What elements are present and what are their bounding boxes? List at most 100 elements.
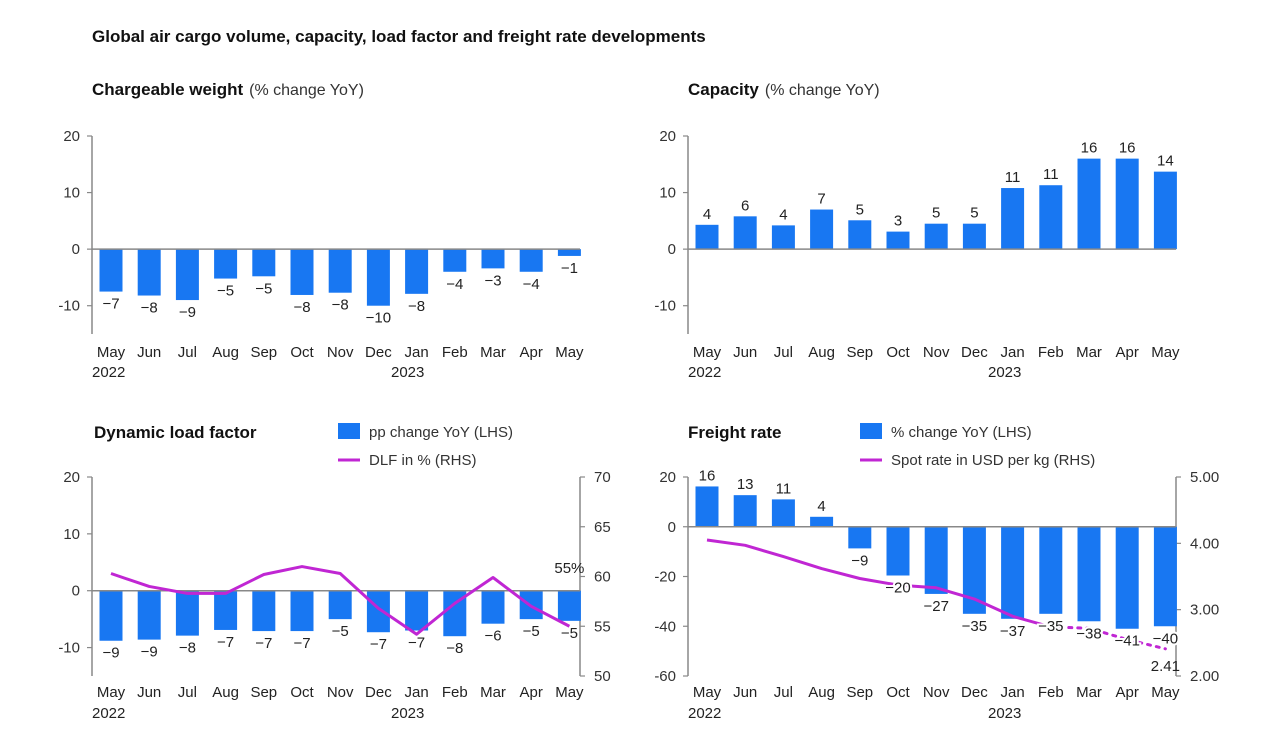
freight-y-tick-label: 20 bbox=[659, 469, 676, 486]
chargeable-y-tick-label: 10 bbox=[63, 185, 80, 202]
dlf-legend-bar-swatch bbox=[338, 423, 360, 439]
capacity-data-label: 3 bbox=[894, 213, 902, 230]
freight-bar bbox=[848, 526, 872, 549]
freight-y-tick-label: -60 bbox=[654, 668, 676, 685]
chargeable-year-label: 2022 bbox=[92, 364, 125, 381]
dlf-data-label: −8 bbox=[446, 640, 463, 657]
freight-data-label: 4 bbox=[817, 498, 825, 515]
freight-year-label: 2022 bbox=[688, 705, 721, 722]
capacity-bar bbox=[810, 209, 834, 250]
dlf-year-label: 2023 bbox=[391, 705, 424, 722]
freight-plot: 20 0 -20 -40 -60 5.00 4.00 3.00 2.00 2.41 16 13 11 4 −… bbox=[654, 467, 1219, 722]
freight-year-label: 2023 bbox=[988, 705, 1021, 722]
capacity-year-label: 2023 bbox=[988, 364, 1021, 381]
freight-legend: % change YoY (LHS) Spot rate in USD per … bbox=[860, 423, 1095, 469]
chargeable-bar bbox=[99, 249, 123, 292]
capacity-y-tick-label: -10 bbox=[654, 298, 676, 315]
dlf-x-tick-label: Mar bbox=[480, 684, 506, 701]
capacity-x-tick-label: Aug bbox=[808, 344, 835, 361]
chargeable-data-label: −4 bbox=[446, 276, 463, 293]
chargeable-data-label: −8 bbox=[293, 299, 310, 316]
chargeable-title: Chargeable weight bbox=[92, 80, 243, 99]
chargeable-x-tick-label: Oct bbox=[290, 344, 314, 361]
chargeable-x-tick-label: Jan bbox=[405, 344, 429, 361]
chargeable-x-tick-label: Aug bbox=[212, 344, 239, 361]
capacity-x-tick-label: Mar bbox=[1076, 344, 1102, 361]
freight-x-tick-label: Oct bbox=[886, 684, 910, 701]
chargeable-bar bbox=[137, 249, 161, 296]
capacity-bar bbox=[924, 223, 948, 250]
chargeable-data-label: −8 bbox=[408, 298, 425, 315]
chargeable-data-label: −7 bbox=[102, 296, 119, 313]
dlf-y-tick-label: 0 bbox=[72, 583, 80, 600]
dlf-bar bbox=[252, 590, 276, 632]
capacity-bar bbox=[771, 225, 795, 250]
capacity-data-label: 6 bbox=[741, 197, 749, 214]
capacity-x-tick-label: May bbox=[693, 344, 722, 361]
dlf-bar bbox=[99, 590, 123, 641]
freight-legend-bar-label: % change YoY (LHS) bbox=[891, 424, 1032, 441]
chargeable-bar bbox=[481, 249, 505, 269]
dlf-bar bbox=[328, 590, 352, 620]
freight-x-tick-label: Aug bbox=[808, 684, 835, 701]
chargeable-bar bbox=[328, 249, 352, 293]
capacity-data-label: 14 bbox=[1157, 153, 1174, 170]
freight-data-label: 16 bbox=[699, 467, 716, 484]
dlf-data-label: −5 bbox=[561, 625, 578, 642]
dlf-year-label: 2022 bbox=[92, 705, 125, 722]
panel-title-capacity: Capacity (% change YoY) bbox=[688, 80, 880, 99]
dlf-bar bbox=[481, 590, 505, 624]
chargeable-x-tick-label: May bbox=[555, 344, 584, 361]
dlf-data-label: −5 bbox=[523, 623, 540, 640]
dlf-x-tick-label: Feb bbox=[442, 684, 468, 701]
chargeable-y-tick-label: 20 bbox=[63, 128, 80, 145]
capacity-title: Capacity bbox=[688, 80, 759, 99]
chargeable-data-label: −3 bbox=[484, 272, 501, 289]
capacity-data-label: 7 bbox=[817, 191, 825, 208]
capacity-x-tick-label: Oct bbox=[886, 344, 910, 361]
dlf-bar bbox=[405, 590, 429, 631]
freight-data-label: −38 bbox=[1076, 625, 1101, 642]
chargeable-bar bbox=[290, 249, 314, 295]
chargeable-x-tick-label: Mar bbox=[480, 344, 506, 361]
dlf-legend: pp change YoY (LHS) DLF in % (RHS) bbox=[338, 423, 513, 469]
freight-line-end-label: 2.41 bbox=[1151, 658, 1180, 675]
freight-data-label: −27 bbox=[923, 598, 948, 615]
chargeable-data-label: −4 bbox=[523, 276, 540, 293]
freight-x-tick-label: May bbox=[693, 684, 722, 701]
freight-y-tick-label: -40 bbox=[654, 618, 676, 635]
chargeable-bar bbox=[252, 249, 276, 277]
dlf-y-tick-label: 10 bbox=[63, 526, 80, 543]
dlf-data-label: −7 bbox=[217, 634, 234, 651]
dlf-y2-tick-label: 70 bbox=[594, 469, 611, 486]
dlf-x-tick-label: Dec bbox=[365, 684, 392, 701]
capacity-bar bbox=[1077, 158, 1101, 250]
capacity-x-tick-label: Sep bbox=[846, 344, 873, 361]
capacity-bar bbox=[695, 224, 719, 250]
chargeable-bar bbox=[366, 249, 390, 306]
chargeable-x-tick-label: Feb bbox=[442, 344, 468, 361]
capacity-bar bbox=[848, 220, 872, 250]
freight-y2-tick-label: 2.00 bbox=[1190, 668, 1219, 685]
chargeable-subtitle: (% change YoY) bbox=[249, 82, 364, 99]
capacity-data-label: 5 bbox=[932, 205, 940, 222]
freight-y-tick-label: 0 bbox=[668, 519, 676, 536]
freight-x-tick-label: Mar bbox=[1076, 684, 1102, 701]
dlf-x-tick-label: Nov bbox=[327, 684, 354, 701]
freight-bar bbox=[810, 516, 834, 527]
capacity-x-tick-label: Feb bbox=[1038, 344, 1064, 361]
freight-y-tick-label: -20 bbox=[654, 569, 676, 586]
freight-x-tick-label: May bbox=[1151, 684, 1180, 701]
dlf-data-label: −7 bbox=[255, 635, 272, 652]
freight-x-tick-label: Jan bbox=[1001, 684, 1025, 701]
chargeable-weight-plot: 20 10 0 -10 −7 −8 −9 −5 −5 −8 −8 −10 −8 −4 −3 −4 −1 May Ju… bbox=[58, 128, 584, 381]
chargeable-x-tick-label: Jun bbox=[137, 344, 161, 361]
freight-data-label: −20 bbox=[885, 580, 910, 597]
panel-dynamic-load-factor: Dynamic load factor pp change YoY (LHS) … bbox=[58, 423, 611, 722]
freight-x-tick-label: Nov bbox=[923, 684, 950, 701]
capacity-x-tick-label: Jul bbox=[774, 344, 793, 361]
chargeable-x-tick-label: Apr bbox=[520, 344, 543, 361]
freight-data-label: −35 bbox=[962, 618, 987, 635]
freight-x-tick-label: Dec bbox=[961, 684, 988, 701]
chargeable-x-tick-label: Dec bbox=[365, 344, 392, 361]
